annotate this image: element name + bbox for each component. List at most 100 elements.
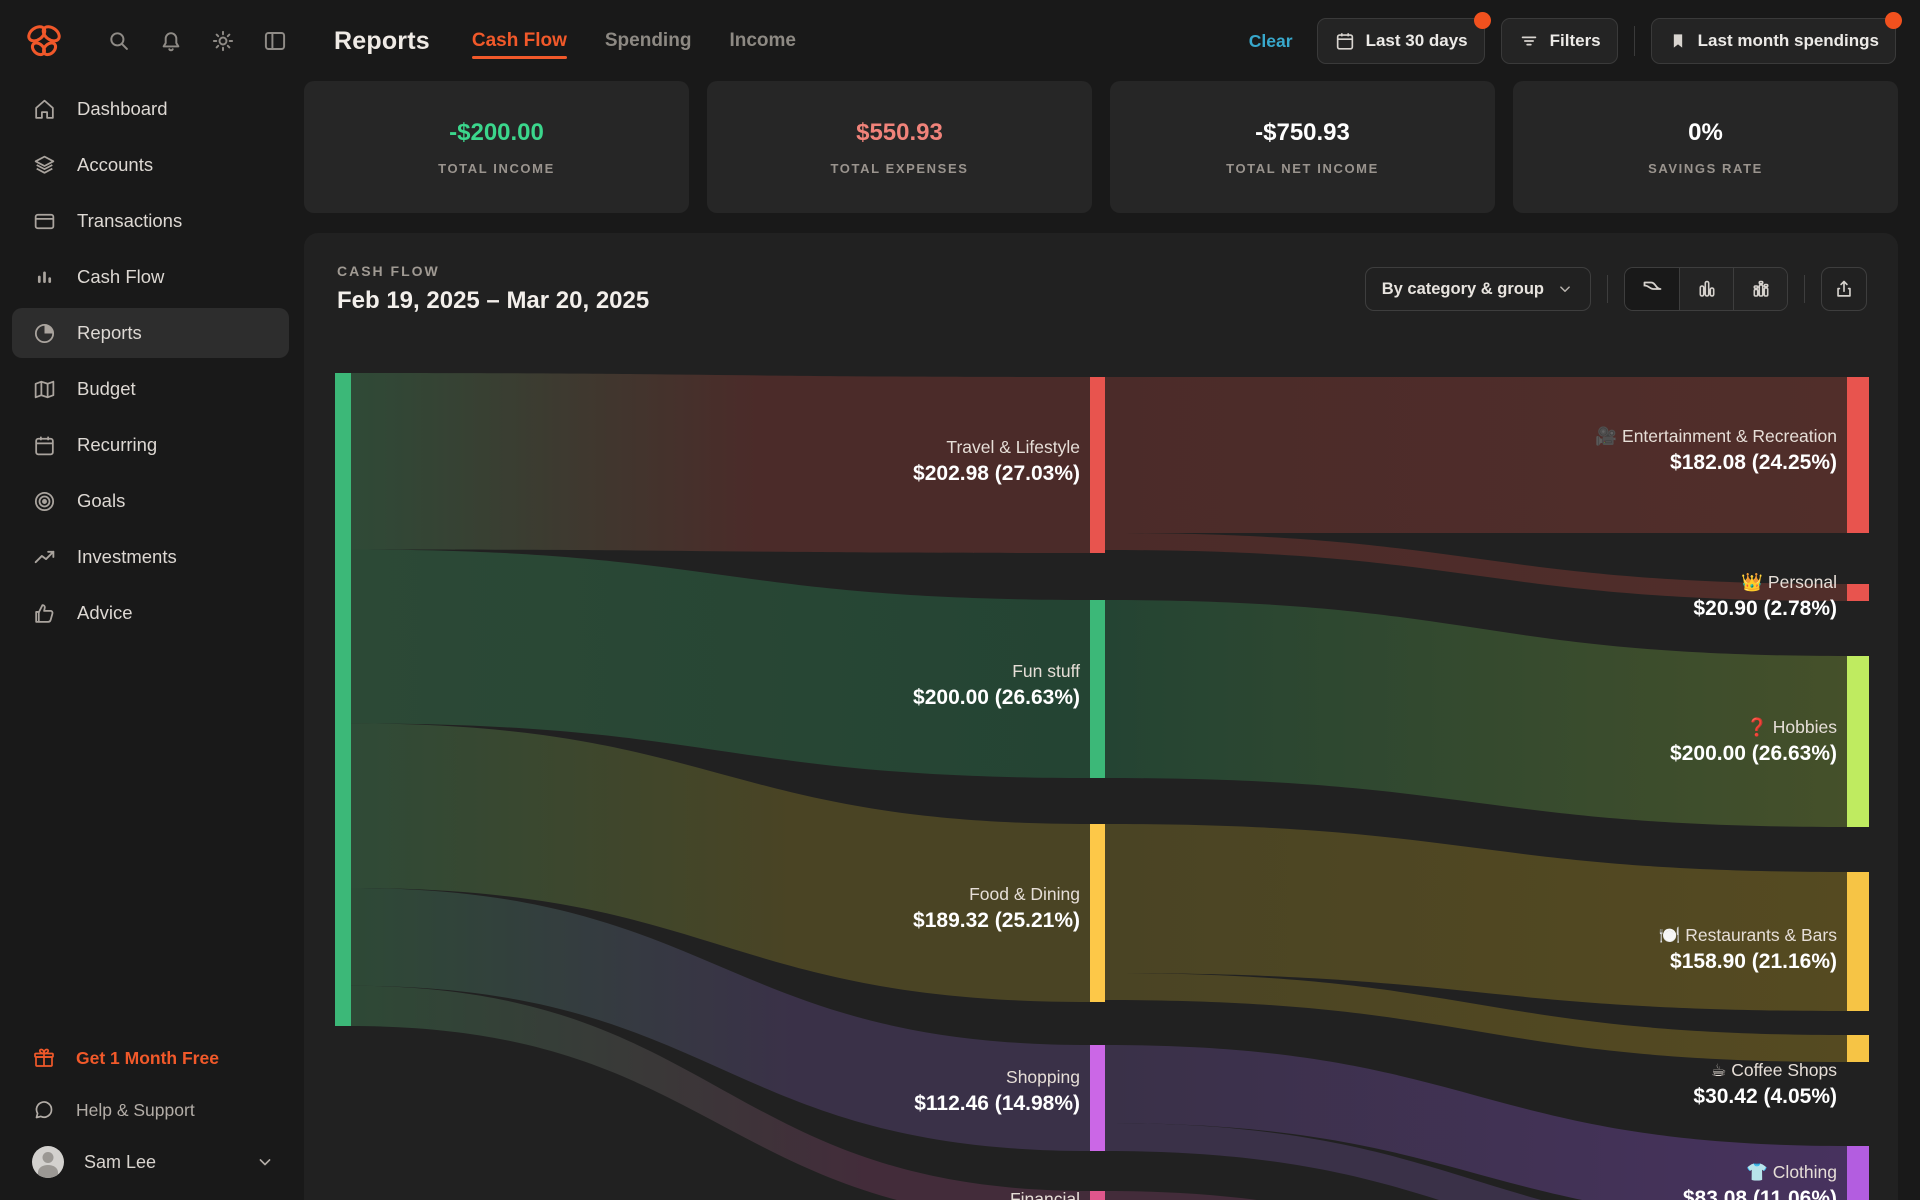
calendar-icon [35, 436, 54, 455]
search-icon[interactable] [106, 28, 132, 54]
divider [1607, 275, 1608, 303]
flow-income-financial [351, 985, 1090, 1200]
sankey-label-restaurants-bars: 🍽️ Restaurants & Bars $158.90 (21.16%) [1658, 925, 1837, 973]
date-range-title: Feb 19, 2025 – Mar 20, 2025 [337, 287, 650, 314]
flow-shopping-below [1105, 1123, 1542, 1200]
card-total-net-income: -$750.93 TOTAL NET INCOME [1110, 81, 1495, 213]
page-title: Reports [334, 26, 430, 55]
node-hobbies[interactable] [1847, 656, 1869, 827]
trending-up-icon [34, 550, 55, 563]
bar-chart-icon [37, 270, 52, 283]
panel-eyebrow: CASH FLOW [337, 263, 440, 279]
bell-icon[interactable] [158, 28, 184, 54]
sidebar-item-reports[interactable]: Reports [12, 308, 289, 358]
topbar-icon-group [106, 28, 288, 54]
flow-financial-below [1105, 1191, 1257, 1200]
node-food-dining[interactable] [1090, 824, 1105, 1002]
node-source[interactable] [335, 373, 351, 1026]
divider [1633, 26, 1635, 56]
view-sankey-button[interactable] [1625, 268, 1679, 310]
node-travel-lifestyle[interactable] [1090, 377, 1105, 553]
sankey-label-food-dining: Food & Dining $189.32 (25.21%) [913, 884, 1080, 932]
flow-income-travel [351, 373, 1090, 553]
notification-dot [1885, 12, 1902, 29]
cash-flow-panel: CASH FLOW Feb 19, 2025 – Mar 20, 2025 By… [304, 233, 1898, 1200]
stacked-bar-icon [1753, 280, 1769, 297]
node-personal[interactable] [1847, 584, 1869, 601]
flow-food-restaurants [1105, 824, 1847, 1011]
view-stacked-bar-button[interactable] [1733, 268, 1787, 310]
group-by-dropdown[interactable]: By category & group [1364, 267, 1591, 311]
sidebar: Dashboard Accounts Transactions Cash Flo… [0, 82, 301, 1200]
sankey-chart [335, 373, 1869, 1200]
user-menu[interactable]: Sam Lee [12, 1136, 289, 1188]
date-range-button[interactable]: Last 30 days [1316, 12, 1491, 64]
sankey-label-shopping: Shopping $112.46 (14.98%) [914, 1067, 1080, 1115]
flow-travel-entertainment [1105, 377, 1847, 533]
filters-button[interactable]: Filters [1500, 18, 1618, 64]
summary-cards: -$200.00 TOTAL INCOME $550.93 TOTAL EXPE… [304, 81, 1898, 213]
flow-income-fun-stuff [351, 549, 1090, 778]
sankey-label-coffee-shops: ☕ Coffee Shops $30.42 (4.05%) [1693, 1060, 1837, 1108]
sankey-label-hobbies: ❓ Hobbies $200.00 (26.63%) [1670, 717, 1837, 765]
notification-dot [1473, 12, 1491, 29]
home-icon [35, 99, 54, 119]
node-shopping[interactable] [1090, 1045, 1105, 1151]
sidebar-item-transactions[interactable]: Transactions [12, 196, 289, 246]
node-entertainment-recreation[interactable] [1847, 377, 1869, 533]
sankey-label-personal: 👑 Personal $20.90 (2.78%) [1693, 572, 1837, 620]
sidebar-item-recurring[interactable]: Recurring [12, 420, 289, 470]
view-bar-button[interactable] [1679, 268, 1733, 310]
sidebar-item-budget[interactable]: Budget [12, 364, 289, 414]
sidebar-item-goals[interactable]: Goals [12, 476, 289, 526]
card-total-income: -$200.00 TOTAL INCOME [304, 81, 689, 213]
node-restaurants-bars[interactable] [1847, 872, 1869, 1011]
user-name: Sam Lee [84, 1151, 157, 1172]
chart-type-toggle [1624, 267, 1788, 311]
sankey-label-fun-stuff: Fun stuff $200.00 (26.63%) [913, 661, 1080, 709]
promo-link[interactable]: Get 1 Month Free [12, 1032, 289, 1084]
sankey-icon [1643, 281, 1662, 290]
export-button[interactable] [1821, 267, 1867, 311]
layers-icon [34, 155, 55, 174]
map-icon [34, 380, 55, 398]
chevron-down-icon [1560, 286, 1570, 292]
tab-income[interactable]: Income [729, 30, 796, 51]
sidebar-item-cash-flow[interactable]: Cash Flow [12, 252, 289, 302]
sidebar-footer: Get 1 Month Free Help & Support Sam Lee [12, 1032, 289, 1188]
panel-toggle-icon[interactable] [262, 28, 288, 54]
node-financial[interactable] [1090, 1191, 1105, 1200]
topbar-actions: Last 30 days Filters Last month spending… [1316, 12, 1902, 64]
bar-chart-icon [1699, 280, 1715, 297]
help-support-link[interactable]: Help & Support [12, 1084, 289, 1136]
chevron-down-icon [259, 1159, 271, 1166]
report-tabs: Cash Flow Spending Income [471, 0, 796, 82]
sankey-label-travel-lifestyle: Travel & Lifestyle $202.98 (27.03%) [913, 437, 1080, 485]
chart-controls: By category & group [1364, 267, 1867, 311]
sidebar-item-dashboard[interactable]: Dashboard [12, 84, 289, 134]
clear-filters-link[interactable]: Clear [1248, 30, 1293, 51]
node-clothing[interactable] [1847, 1146, 1869, 1200]
credit-card-icon [34, 213, 55, 229]
sidebar-item-accounts[interactable]: Accounts [12, 140, 289, 190]
flow-food-coffee [1105, 973, 1847, 1062]
node-fun-stuff[interactable] [1090, 600, 1105, 778]
thumbs-up-icon [35, 603, 54, 623]
chat-icon [35, 1101, 53, 1119]
card-savings-rate: 0% SAVINGS RATE [1513, 81, 1898, 213]
sankey-label-financial: Financial [1009, 1189, 1080, 1200]
gear-icon[interactable] [210, 28, 236, 54]
sidebar-item-advice[interactable]: Advice [12, 588, 289, 638]
monarch-logo[interactable] [24, 21, 64, 61]
tab-cash-flow[interactable]: Cash Flow [471, 0, 567, 82]
flow-travel-personal [1105, 533, 1847, 601]
sidebar-item-investments[interactable]: Investments [12, 532, 289, 582]
pie-chart-icon [34, 323, 55, 343]
tab-spending[interactable]: Spending [604, 30, 692, 51]
saved-report-button[interactable]: Last month spendings [1650, 12, 1902, 64]
gift-icon [34, 1048, 54, 1067]
target-icon [34, 491, 55, 511]
node-coffee-shops[interactable] [1847, 1035, 1869, 1062]
main-content: -$200.00 TOTAL INCOME $550.93 TOTAL EXPE… [301, 81, 1920, 1200]
sankey-label-clothing: 👕 Clothing $83.08 (11.06%) [1682, 1162, 1837, 1200]
